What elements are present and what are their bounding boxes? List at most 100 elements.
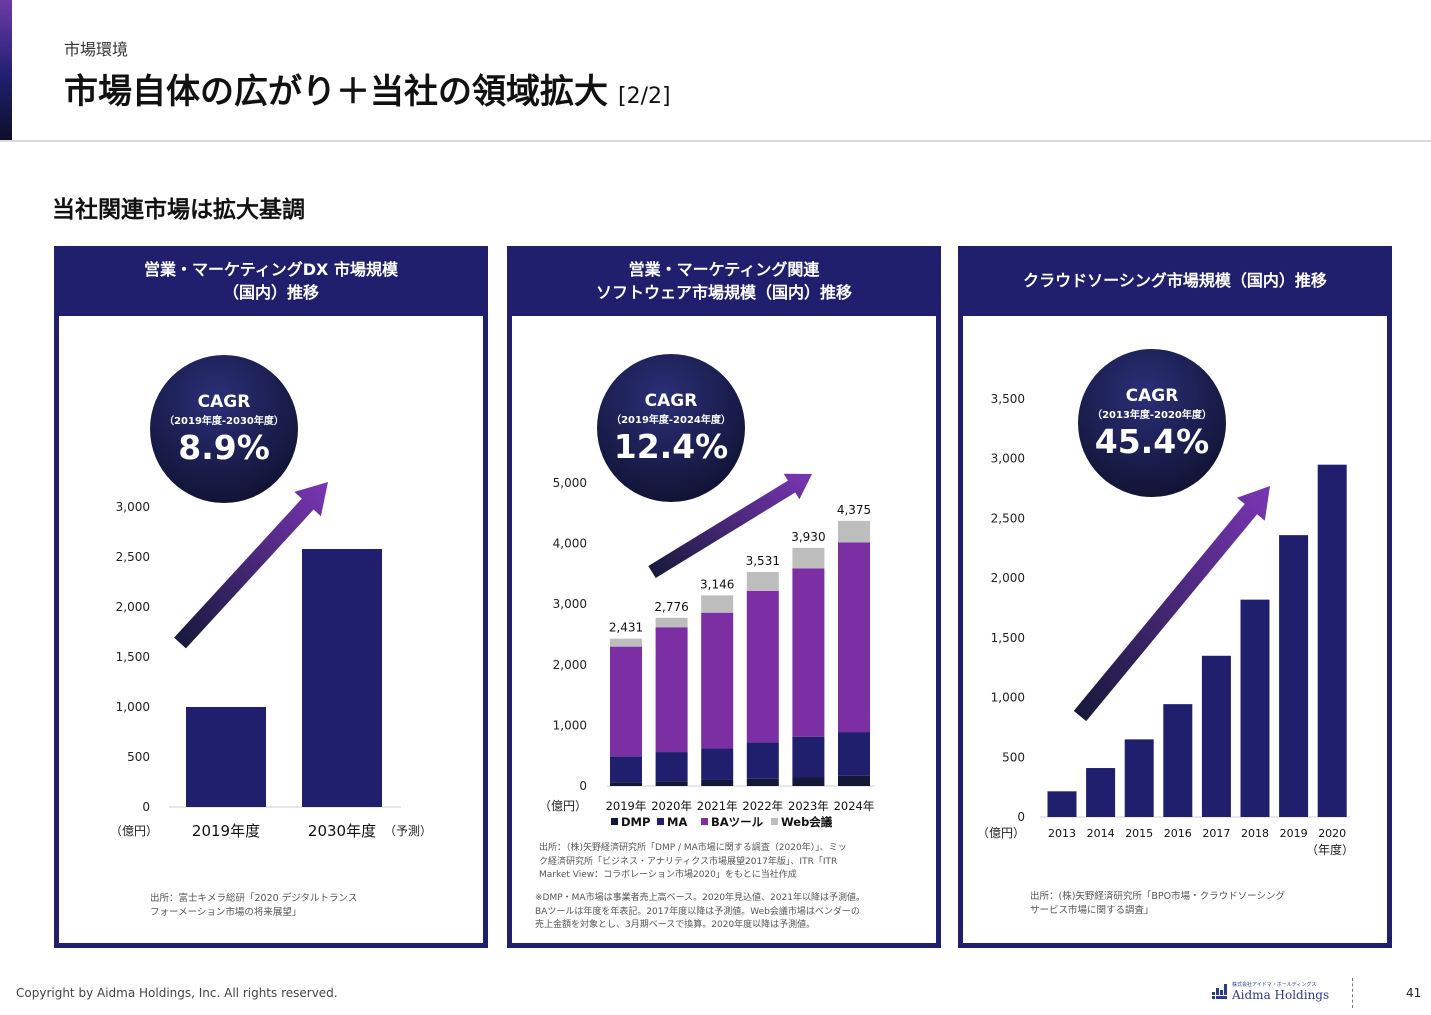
bar-segment xyxy=(838,520,870,543)
x-tick-label: 2019年 xyxy=(606,799,647,813)
footer-divider xyxy=(1352,978,1353,1008)
bar xyxy=(1240,599,1270,817)
bar-segment xyxy=(746,590,779,743)
panel-title: 営業・マーケティングDX 市場規模 （国内）推移 xyxy=(54,246,488,316)
bar xyxy=(1279,535,1309,817)
panel-title: クラウドソーシング市場規模（国内）推移 xyxy=(958,246,1392,316)
bar-segment xyxy=(792,777,825,786)
bar-segment xyxy=(610,756,642,783)
y-tick-label: 2,000 xyxy=(991,571,1025,585)
source-note: 出所：(株)矢野経済研究所「BPO市場・クラウドソーシング サービス市場に関する… xyxy=(1030,890,1285,919)
source-note: 出所：富士キメラ総研「2020 デジタルトランス フォーメーション市場の将来展望… xyxy=(150,892,357,921)
cagr-value: 12.4% xyxy=(614,427,729,466)
panel-crowdsourcing-market: クラウドソーシング市場規模（国内）推移 0 500 1,000 1,500 2,000 2… xyxy=(958,246,1392,948)
bar xyxy=(1124,739,1154,817)
source-line: ク経済研究所「ビジネス・アナリティクス市場展望2017年版」、ITR「ITR xyxy=(539,856,838,867)
y-tick-label: 1,000 xyxy=(116,700,150,714)
bar-segment xyxy=(701,595,734,613)
cagr-badge xyxy=(597,354,745,502)
bar-segment xyxy=(610,638,642,647)
growth-arrow-icon xyxy=(1073,486,1270,722)
forecast-note: （予測） xyxy=(384,824,432,838)
panel-title-line: クラウドソーシング市場規模（国内）推移 xyxy=(1023,271,1327,291)
bar-segment xyxy=(792,736,825,778)
y-tick-label: 3,000 xyxy=(116,500,150,514)
panel-title: 営業・マーケティング関連ソフトウェア市場規模（国内）推移 xyxy=(507,246,941,316)
cagr-value: 45.4% xyxy=(1095,422,1210,461)
logo-mark-icon xyxy=(1212,984,1227,999)
bar-segment xyxy=(746,778,779,786)
section-kicker: 市場環境 xyxy=(64,40,129,59)
x-tick-label: 2020 xyxy=(1318,827,1346,840)
panel-title-line: ソフトウェア市場規模（国内）推移 xyxy=(595,283,852,302)
source-line: 出所：(株)矢野経済研究所「BPO市場・クラウドソーシング xyxy=(1030,891,1285,902)
y-tick-label: 2,000 xyxy=(553,658,587,672)
source-line: フォーメーション市場の将来展望」 xyxy=(150,907,302,919)
y-tick-label: 3,000 xyxy=(553,597,587,611)
footnote-line: BAツールは年度を年表記。2017年度以降は予測値。Web会議市場はベンダーの xyxy=(535,906,860,917)
bar xyxy=(1317,464,1347,817)
panel-dx-market: 営業・マーケティングDX 市場規模 （国内）推移 0 500 1,000 1,500 2,… xyxy=(54,246,488,948)
panel-title-line: 営業・マーケティング関連 xyxy=(628,259,820,279)
cagr-label: CAGR xyxy=(645,391,698,411)
bar-segment xyxy=(655,627,688,753)
x-tick-label: 2019 xyxy=(1280,827,1308,840)
bar xyxy=(1163,704,1193,817)
bar-segment xyxy=(655,617,688,628)
growth-arrow-icon xyxy=(174,482,328,649)
bar-segment xyxy=(746,572,779,591)
x-tick-label: 2014 xyxy=(1087,827,1115,840)
page-number: 41 xyxy=(1406,986,1422,1000)
x-tick-label: 2015 xyxy=(1125,827,1153,840)
x-tick-label: 2017 xyxy=(1202,827,1230,840)
legend-swatch xyxy=(611,818,618,825)
logo-small-text: 株式会社アイドマ・ホールディングス xyxy=(1232,981,1316,988)
bar-segment xyxy=(838,542,870,733)
x-tick-label: 2021年 xyxy=(697,799,738,813)
x-tick-label: 2020年 xyxy=(651,799,692,813)
bar-segment xyxy=(838,732,870,776)
y-tick-label: 2,500 xyxy=(991,511,1025,525)
bar-segment xyxy=(701,748,734,780)
y-tick-label: 5,000 xyxy=(553,476,587,490)
total-data-label: 3,531 xyxy=(746,554,780,568)
bar-segment xyxy=(746,742,779,779)
total-data-label: 2,431 xyxy=(609,621,643,635)
total-data-label: 3,146 xyxy=(700,577,734,591)
page-pager: [2/2] xyxy=(618,84,671,109)
header-accent-bar xyxy=(0,0,12,140)
x-tick-label: 2013 xyxy=(1048,827,1076,840)
x-tick-label: 2030年度 xyxy=(308,822,376,840)
y-tick-label: 4,000 xyxy=(553,537,587,551)
bar-segment xyxy=(655,781,688,786)
x-tick-label: 2018 xyxy=(1241,827,1269,840)
bar xyxy=(302,549,382,807)
y-tick-label: 3,500 xyxy=(991,392,1025,406)
total-data-label: 3,930 xyxy=(791,530,825,544)
legend-label: Web会議 xyxy=(781,815,833,829)
panel-title-line: （国内）推移 xyxy=(222,283,319,302)
y-tick-label: 1,500 xyxy=(991,631,1025,645)
x-unit-label: （年度） xyxy=(1306,842,1354,857)
legend-swatch xyxy=(771,818,778,825)
x-tick-label: 2022年 xyxy=(742,799,783,813)
footnote-line: ※DMP・MA市場は事業者売上高ベース。2020年見込値、2021年以降は予測値… xyxy=(535,893,865,903)
header-divider xyxy=(0,140,1431,142)
cagr-value: 8.9% xyxy=(178,428,270,467)
bar-segment xyxy=(655,752,688,782)
y-unit-label: （億円） xyxy=(110,824,158,838)
logo-name-text: Aidma Holdings xyxy=(1231,988,1329,1002)
bar-segment xyxy=(838,775,870,786)
y-tick-label: 0 xyxy=(579,779,587,793)
bar xyxy=(1086,768,1116,817)
cagr-label: CAGR xyxy=(1126,386,1179,406)
y-tick-label: 2,500 xyxy=(116,550,150,564)
y-tick-label: 1,500 xyxy=(116,650,150,664)
y-tick-label: 3,000 xyxy=(991,452,1025,466)
page-title: 市場自体の広がり＋当社の領域拡大 [2/2] xyxy=(64,64,671,113)
total-data-label: 4,375 xyxy=(837,503,871,517)
legend-swatch xyxy=(657,818,664,825)
y-tick-label: 0 xyxy=(142,800,150,814)
footer-copyright: Copyright by Aidma Holdings, Inc. All ri… xyxy=(16,986,338,1000)
y-tick-label: 0 xyxy=(1017,810,1025,824)
